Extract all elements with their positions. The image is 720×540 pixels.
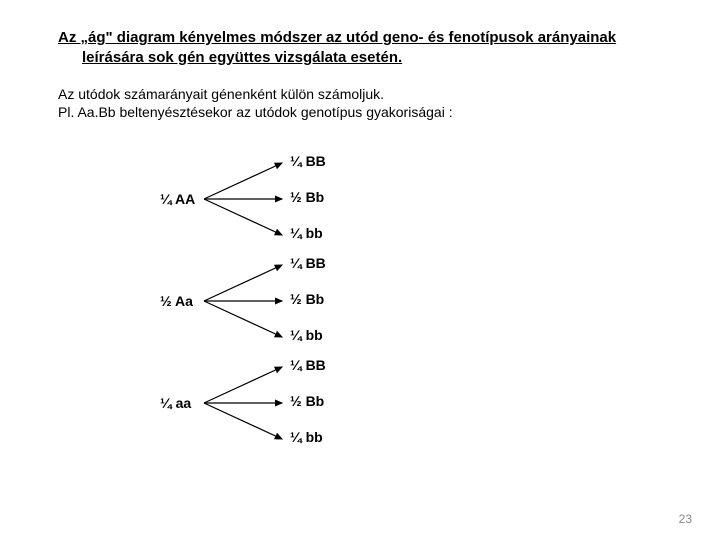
- branch-arrows-icon: [204, 253, 290, 349]
- child-label: ¼ BB: [290, 357, 326, 373]
- branch-diagram: ¼ AA ¼ BB ½ Bb ¼ bb ½ Aa ¼ BB ½ Bb: [40, 151, 680, 451]
- subtitle-line-2: Pl. Aa.Bb beltenyésztésekor az utódok ge…: [58, 103, 680, 121]
- child-label: ¼ bb: [290, 429, 323, 445]
- parent-label: ½ Aa: [160, 293, 193, 309]
- parent-label: ¼ AA: [160, 191, 195, 207]
- page-number: 23: [679, 512, 692, 526]
- child-label: ¼ bb: [290, 225, 323, 241]
- child-label: ¼ bb: [290, 327, 323, 343]
- child-label: ½ Bb: [290, 291, 324, 307]
- child-label: ½ Bb: [290, 189, 324, 205]
- child-label: ¼ BB: [290, 153, 326, 169]
- branch-group: ½ Aa ¼ BB ½ Bb ¼ bb: [160, 253, 680, 349]
- subtitle-line-1: Az utódok számarányait génenként külön s…: [58, 85, 680, 103]
- branch-arrows-icon: [204, 151, 290, 247]
- branch-arrows-icon: [204, 355, 290, 451]
- child-label: ¼ BB: [290, 255, 326, 271]
- parent-label: ¼ aa: [160, 395, 191, 411]
- subtitle: Az utódok számarányait génenként külön s…: [40, 85, 680, 121]
- branch-group: ¼ aa ¼ BB ½ Bb ¼ bb: [160, 355, 680, 451]
- page-title: Az „ág" diagram kényelmes módszer az utó…: [64, 28, 680, 67]
- child-label: ½ Bb: [290, 393, 324, 409]
- branch-group: ¼ AA ¼ BB ½ Bb ¼ bb: [160, 151, 680, 247]
